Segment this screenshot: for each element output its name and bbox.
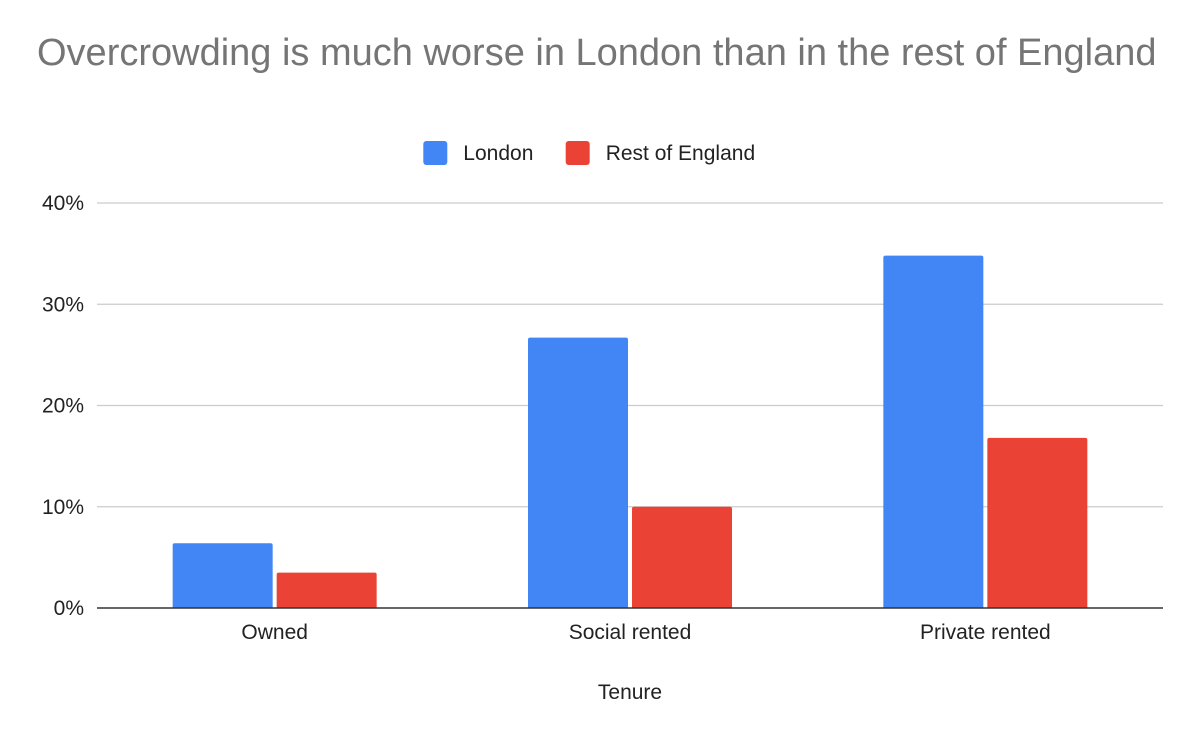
y-tick-label: 10% bbox=[42, 496, 84, 519]
x-category-label: Owned bbox=[241, 621, 308, 644]
x-category-label: Social rented bbox=[569, 621, 692, 644]
bars bbox=[172, 255, 1088, 608]
chart-legend: London Rest of England bbox=[423, 141, 755, 165]
x-axis-categories: Owned Social rented Private rented bbox=[241, 621, 1050, 644]
bar-london bbox=[883, 255, 984, 608]
legend-swatch bbox=[565, 141, 590, 165]
y-tick-label: 0% bbox=[54, 597, 84, 620]
y-axis-ticks: 0% 10% 20% 30% 40% bbox=[42, 192, 84, 620]
bar-rest-of-england bbox=[276, 572, 377, 608]
gridlines bbox=[97, 202, 1163, 508]
legend-label: Rest of England bbox=[606, 142, 755, 165]
y-tick-label: 30% bbox=[42, 293, 84, 316]
y-tick-label: 20% bbox=[42, 395, 84, 418]
x-category-label: Private rented bbox=[920, 621, 1051, 644]
chart-title: Overcrowding is much worse in London tha… bbox=[37, 32, 1157, 74]
y-tick-label: 40% bbox=[42, 192, 84, 215]
bar-rest-of-england bbox=[987, 437, 1088, 608]
legend-label: London bbox=[463, 142, 533, 165]
bar-london bbox=[172, 543, 273, 608]
legend-swatch bbox=[423, 141, 448, 165]
x-axis-title: Tenure bbox=[598, 681, 662, 704]
bar-rest-of-england bbox=[632, 506, 732, 608]
bar-london bbox=[528, 337, 628, 608]
